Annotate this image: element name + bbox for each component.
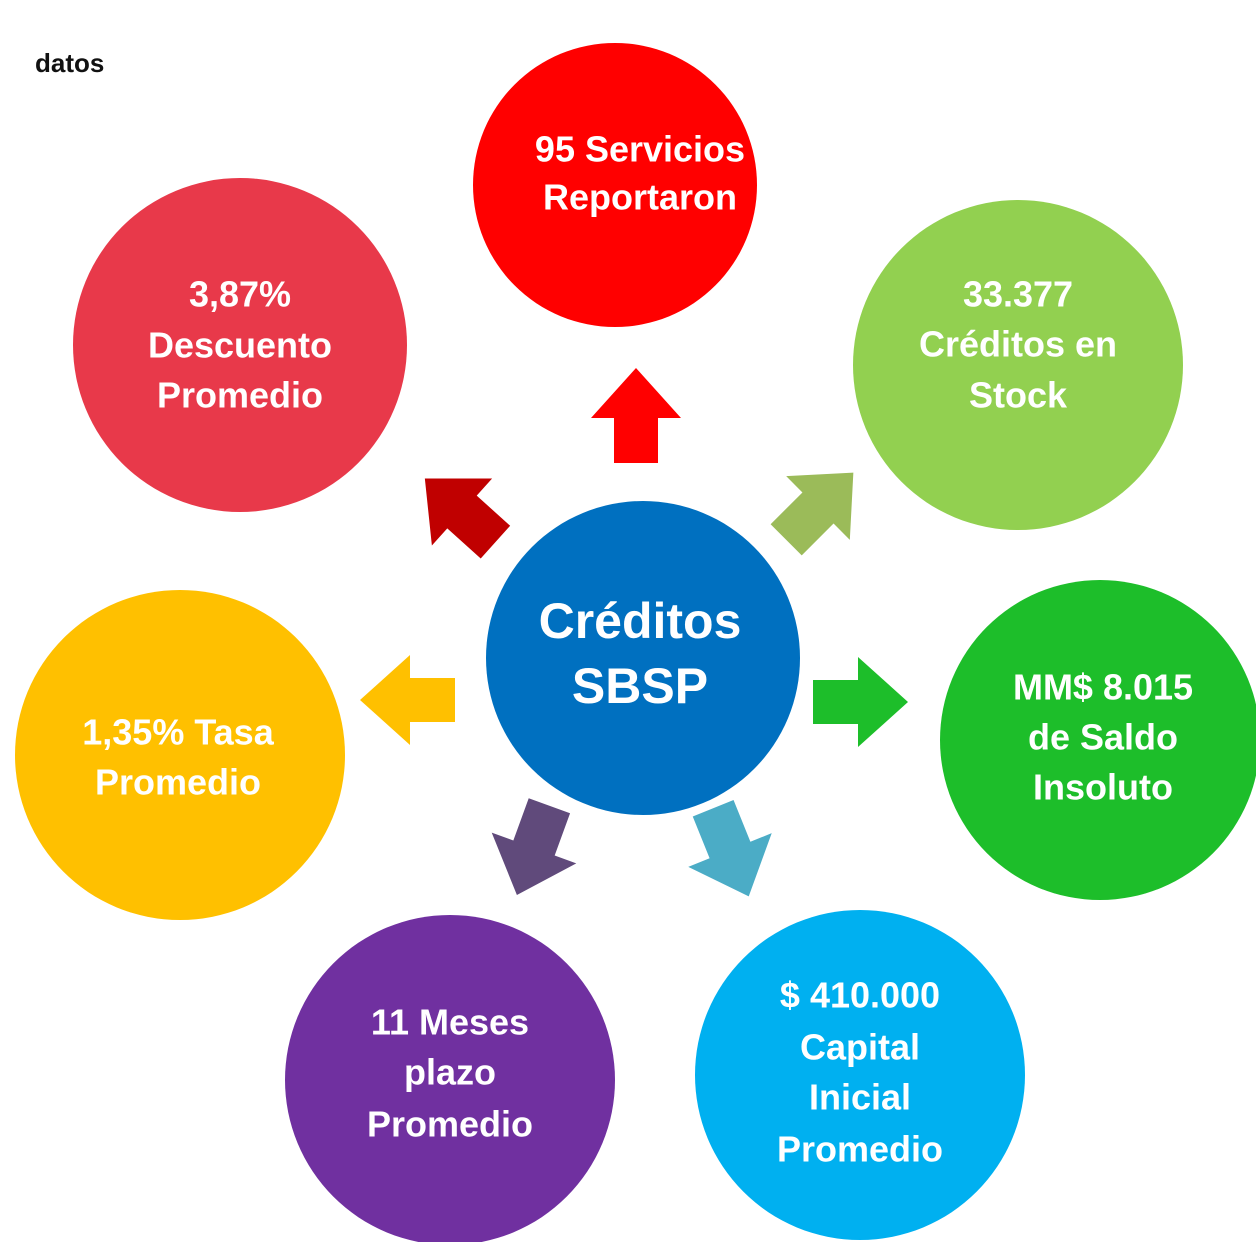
center-label: SBSP	[572, 658, 708, 714]
node-label: Descuento	[148, 325, 332, 366]
arrow	[360, 655, 455, 745]
arrow	[474, 790, 592, 911]
node-label: Promedio	[367, 1104, 533, 1145]
node-label: 11 Meses	[371, 1002, 529, 1043]
arrow	[671, 791, 791, 914]
arrow	[394, 445, 526, 576]
node-label: Capital	[800, 1027, 920, 1068]
node-label: Promedio	[777, 1129, 943, 1170]
node-label: Reportaron	[543, 177, 737, 218]
arrow	[591, 368, 681, 463]
node-label: 1,35% Tasa	[82, 712, 274, 753]
node-label: Promedio	[95, 762, 261, 803]
node-label: 95 Servicios	[535, 129, 745, 170]
arrow	[813, 657, 908, 747]
arrow	[754, 440, 886, 572]
node-circle	[73, 178, 407, 512]
node-label: 3,87%	[189, 274, 291, 315]
node-label: Insoluto	[1033, 767, 1173, 808]
node-label: Promedio	[157, 375, 323, 416]
node-label: MM$ 8.015	[1013, 667, 1193, 708]
node-label: Créditos en	[919, 324, 1117, 365]
node-circle	[940, 580, 1256, 900]
node-circle	[853, 200, 1183, 530]
node-circle	[285, 915, 615, 1242]
node-circle	[473, 43, 757, 327]
node-label: Stock	[969, 375, 1068, 416]
center-label: Créditos	[539, 593, 742, 649]
center-circle	[486, 501, 800, 815]
node-circle	[15, 590, 345, 920]
node-label: $ 410.000	[780, 975, 940, 1016]
node-circle	[695, 910, 1025, 1240]
header-title: datos	[35, 48, 104, 78]
node-label: plazo	[404, 1052, 496, 1093]
node-label: Inicial	[809, 1077, 911, 1118]
node-label: de Saldo	[1028, 717, 1178, 758]
node-label: 33.377	[963, 274, 1073, 315]
